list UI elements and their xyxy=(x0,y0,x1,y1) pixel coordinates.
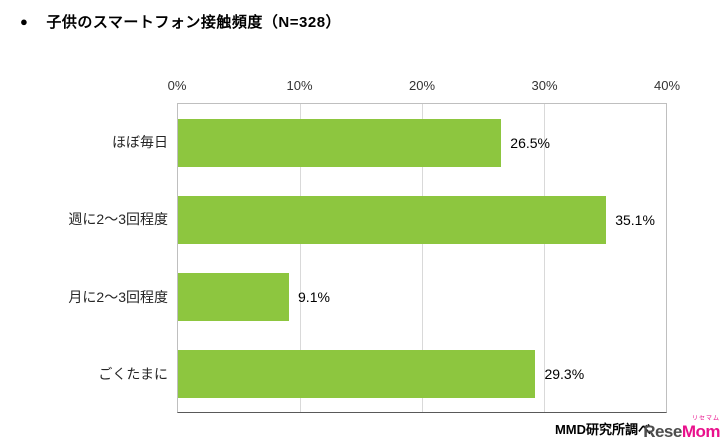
category-label: 週に2～3回程度 xyxy=(68,211,168,228)
logo-rese: Rese xyxy=(643,422,682,441)
category-label: 月に2～3回程度 xyxy=(68,288,168,305)
gridline xyxy=(544,104,545,412)
x-tick-label: 40% xyxy=(653,78,681,93)
bar-row: 29.3% xyxy=(178,335,666,412)
category-labels: ほぼ毎日週に2～3回程度 月に2～3回程度ごくたまに xyxy=(0,103,168,413)
bar-row: 26.5% xyxy=(178,104,666,181)
bullet-icon: ● xyxy=(20,14,29,29)
value-label: 26.5% xyxy=(510,134,550,151)
x-tick-label: 10% xyxy=(286,78,313,93)
chart-title-row: ● 子供のスマートフォン接触頻度（N=328） xyxy=(20,11,341,32)
bar xyxy=(178,195,607,244)
category-label: ごくたまに xyxy=(98,366,168,383)
plot-area: 26.5% 35.1% 9.1% 29.3% xyxy=(177,103,667,413)
category-label: ほぼ毎日 xyxy=(112,133,168,150)
gridline xyxy=(422,104,423,412)
chart-title: 子供のスマートフォン接触頻度（N=328） xyxy=(46,14,342,31)
bar-row: 9.1% xyxy=(178,258,666,335)
logo-kana: リセマム xyxy=(691,416,720,422)
resemom-logo: リセマム ReseMom xyxy=(643,416,720,441)
x-tick-label: 20% xyxy=(408,78,436,93)
bar xyxy=(178,118,502,167)
source-credit: MMD研究所調べ xyxy=(554,422,651,437)
x-axis-ticks: 0% 10% 20% 30% 40% xyxy=(168,78,680,96)
x-tick-label: 30% xyxy=(531,78,558,93)
value-label: 29.3% xyxy=(544,365,585,382)
value-label: 35.1% xyxy=(615,211,655,228)
bar xyxy=(178,272,290,321)
gridline xyxy=(300,104,301,412)
logo-mom: Mom xyxy=(681,422,721,441)
bar xyxy=(178,349,536,398)
value-label: 9.1% xyxy=(298,288,330,305)
bar-row: 35.1% xyxy=(178,181,666,258)
x-tick-label: 0% xyxy=(167,78,187,93)
